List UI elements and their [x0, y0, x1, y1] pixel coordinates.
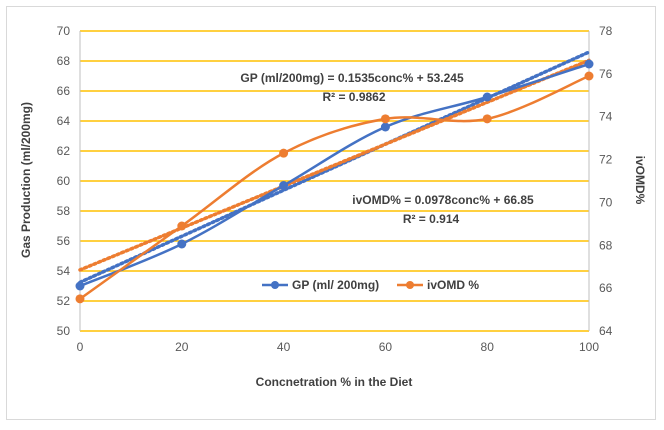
point-ivomd-5: [584, 71, 594, 81]
x-tick-label-0: 0: [77, 340, 84, 354]
point-ivomd-3: [380, 114, 390, 124]
point-gp-0: [75, 281, 85, 291]
y2-tick-label-4: 72: [599, 153, 613, 167]
x-tick-label-4: 80: [481, 340, 495, 354]
x-axis-title: Concnetration % in the Diet: [256, 375, 413, 389]
point-gp-4: [482, 92, 492, 102]
y-tick-label-2: 54: [57, 264, 71, 278]
y-tick-label-9: 68: [57, 54, 71, 68]
gp-equation: GP (ml/200mg) = 0.1535conc% + 53.245: [240, 71, 464, 85]
y-tick-label-7: 64: [57, 114, 71, 128]
x-tick-label-5: 100: [579, 340, 599, 354]
series-lines: [79, 62, 590, 300]
y2-tick-label-2: 68: [599, 238, 613, 252]
point-gp-2: [279, 181, 289, 190]
legend-gp-marker: [271, 281, 279, 289]
ivomd-equation: ivOMD% = 0.0978conc% + 66.85: [352, 193, 534, 207]
tick-labels: 50 52 54 56 58 60 62 64 66 68 70 64 66 68 70 72 74 76 78 0 2…: [57, 24, 613, 354]
ivomd-r2: R² = 0.914: [403, 212, 460, 226]
y-tick-label-1: 52: [57, 294, 71, 308]
y-tick-label-10: 70: [57, 24, 71, 38]
point-ivomd-0: [75, 294, 85, 304]
y-tick-label-5: 60: [57, 174, 71, 188]
y-tick-label-8: 66: [57, 84, 71, 98]
x-tick-label-2: 40: [277, 340, 291, 354]
y2-tick-label-0: 64: [599, 324, 613, 338]
point-gp-1: [177, 239, 187, 249]
y2-tick-label-7: 78: [599, 24, 613, 38]
gp-r2: R² = 0.9862: [322, 90, 385, 104]
y2-tick-label-6: 76: [599, 67, 613, 81]
legend: GP (ml/ 200mg) ivOMD %: [262, 278, 479, 292]
point-ivomd-1: [177, 221, 187, 231]
y-tick-label-0: 50: [57, 324, 71, 338]
series-line-gp: [79, 62, 590, 288]
x-tick-label-3: 60: [379, 340, 393, 354]
y-axis-title: Gas Production (ml/200mg): [19, 102, 33, 258]
grid-lines: [79, 30, 590, 332]
y2-axis-title: ivOMD%: [633, 156, 647, 205]
y2-tick-label-1: 66: [599, 281, 613, 295]
point-gp-5: [584, 59, 594, 69]
y2-tick-label-3: 70: [599, 195, 613, 209]
point-ivomd-4: [482, 114, 492, 124]
series-markers: [75, 59, 594, 304]
point-ivomd-2: [279, 148, 289, 158]
y-tick-label-4: 58: [57, 204, 71, 218]
x-tick-label-1: 20: [175, 340, 189, 354]
point-gp-3: [380, 122, 390, 132]
legend-ivomd-label: ivOMD %: [427, 278, 479, 292]
series-line-ivomd: [79, 74, 590, 300]
legend-ivomd-marker: [406, 281, 414, 289]
y2-tick-label-5: 74: [599, 110, 613, 124]
y-tick-label-6: 62: [57, 144, 71, 158]
trendline-ivomd: [78, 58, 591, 272]
legend-gp-label: GP (ml/ 200mg): [292, 278, 379, 292]
y-tick-label-3: 56: [57, 234, 71, 248]
